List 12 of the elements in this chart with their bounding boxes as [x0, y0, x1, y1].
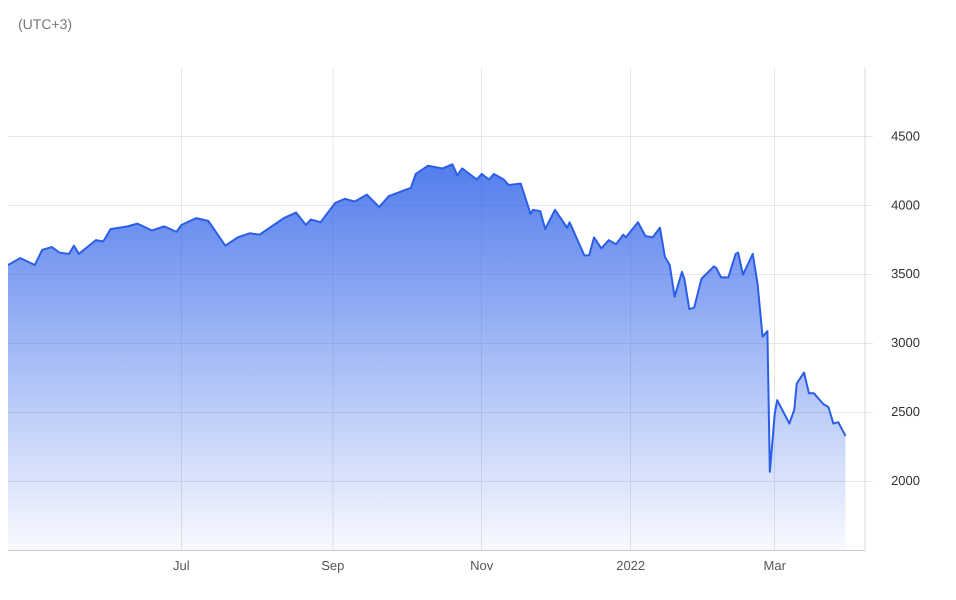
x-tick-label: Jul	[173, 558, 190, 573]
y-tick-label: 3000	[891, 335, 920, 350]
y-tick-label: 2500	[891, 404, 920, 420]
x-tick-label: Sep	[321, 558, 344, 573]
chart-title: (UTC+3)	[17, 15, 74, 34]
x-tick-label: Mar	[764, 558, 787, 573]
y-tick-label: 2000	[891, 473, 920, 488]
x-tick-label: 2022	[616, 558, 646, 573]
x-tick-label: Nov	[470, 558, 494, 573]
y-tick-label: 3500	[891, 266, 920, 282]
y-tick-label: 4500	[891, 128, 920, 144]
y-tick-label: 4000	[891, 197, 920, 212]
